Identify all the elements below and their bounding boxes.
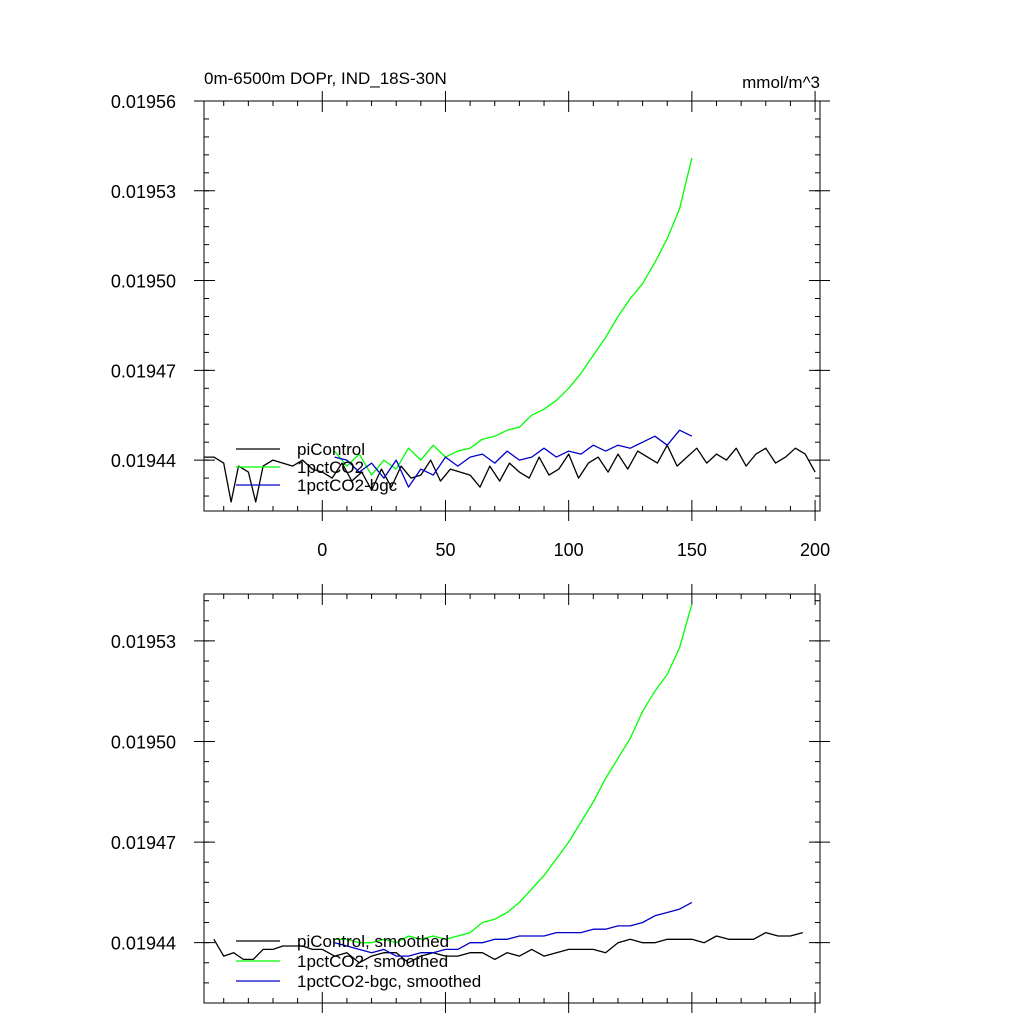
y-tick-label: 0.01947 [111, 833, 176, 853]
series-line-3 [334, 901, 693, 957]
plot-frame [203, 593, 821, 1004]
y-tick-label: 0.01956 [111, 92, 176, 112]
series-line-1 [213, 931, 803, 964]
x-tick-label: 100 [554, 540, 584, 560]
legend-label: 1pctCO2 [297, 458, 364, 477]
y-tick-label: 0.01944 [111, 451, 176, 471]
y-tick-label: 0.01953 [111, 632, 176, 652]
x-tick-label: 200 [800, 540, 830, 560]
legend-label: 1pctCO2, smoothed [297, 952, 448, 971]
y-tick-label: 0.01950 [111, 272, 176, 292]
series-line-2 [334, 157, 693, 476]
legend-label: piControl [297, 440, 365, 459]
x-tick-label: 50 [435, 540, 455, 560]
chart-units: mmol/m^3 [742, 73, 820, 92]
plot-frame [203, 100, 821, 512]
chart-title: 0m-6500m DOPr, IND_18S-30N [204, 69, 447, 88]
chart-panel-1: 0 50 100 150 200 0.01944 0.01947 0.01950 0.01953… [111, 91, 830, 560]
x-tick-label: 150 [677, 540, 707, 560]
x-tick-label: 0 [317, 540, 327, 560]
series-line-3 [334, 429, 693, 488]
y-tick-label: 0.01947 [111, 361, 176, 381]
y-tick-label: 0.01950 [111, 733, 176, 753]
y-tick-label: 0.01953 [111, 182, 176, 202]
legend-label: 1pctCO2-bgc [297, 476, 398, 495]
chart-panel-2: 0.01944 0.01947 0.01950 0.01953 piControl, s… [111, 584, 830, 1013]
series-line-1 [204, 444, 816, 503]
y-tick-label: 0.01944 [111, 934, 176, 954]
legend-label: 1pctCO2-bgc, smoothed [297, 972, 481, 991]
series-line-2 [334, 603, 693, 944]
legend-label: piControl, smoothed [297, 932, 449, 951]
